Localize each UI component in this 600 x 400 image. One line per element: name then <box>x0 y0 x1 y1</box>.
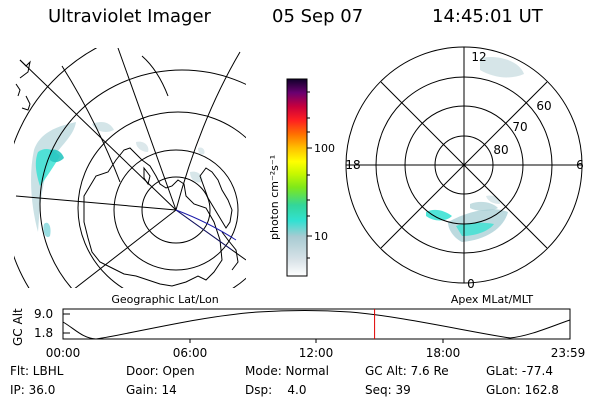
seq-label: Seq: 39 <box>365 383 411 397</box>
altitude-plot-frame <box>62 308 571 340</box>
coastlines <box>15 59 239 287</box>
altitude-xtick-1800: 18:00 <box>426 346 461 360</box>
glon-label: GLon: 162.8 <box>486 383 559 397</box>
gain-label: Gain: 14 <box>126 383 177 397</box>
geographic-map <box>14 48 246 288</box>
altitude-xtick-0600: 06:00 <box>173 346 208 360</box>
mlt-lines <box>346 47 582 283</box>
colorbar-gradient <box>286 78 308 277</box>
colorbar: 100 10 photon cm⁻²s⁻¹ <box>268 78 335 277</box>
aurora-emission-geo <box>31 122 205 238</box>
mlt-label-18: 18 <box>345 158 360 172</box>
metadata-block: Flt: LBHL Door: Open Mode: Normal GC Alt… <box>10 364 559 397</box>
door-label: Door: Open <box>126 364 195 378</box>
latitude-circles <box>14 48 246 288</box>
gc-alt-label: GC Alt: 7.6 Re <box>365 364 449 378</box>
geo-panel-caption: Geographic Lat/Lon <box>111 293 218 306</box>
aurora-emission-mag <box>426 56 524 242</box>
altitude-ytick-high: 9.0 <box>34 307 53 321</box>
mlt-label-0: 0 <box>467 277 475 291</box>
mlat-label-60: 60 <box>536 99 551 113</box>
satellite-track <box>175 209 237 241</box>
mlat-label-80: 80 <box>493 143 508 157</box>
altitude-xtick-1200: 12:00 <box>299 346 334 360</box>
altitude-xtick-2359: 23:59 <box>551 346 586 360</box>
glat-label: GLat: -77.4 <box>486 364 553 378</box>
mlt-label-12: 12 <box>471 50 486 64</box>
colorbar-tick-100: 100 <box>314 142 335 155</box>
mode-label: Mode: Normal <box>245 364 329 378</box>
ip-label: IP: 36.0 <box>10 383 55 397</box>
altitude-xtick-0000: 00:00 <box>46 346 81 360</box>
magnetic-polar-map: 12 18 6 0 60 70 80 <box>345 46 584 291</box>
time-label: 14:45:01 UT <box>432 6 543 27</box>
altitude-plot: 9.0 1.8 GC Alt 00:00 06:00 12:00 18:00 2… <box>11 307 585 360</box>
altitude-ytick-low: 1.8 <box>34 326 53 340</box>
filter-label: Flt: LBHL <box>10 364 64 378</box>
altitude-curve <box>62 310 571 340</box>
altitude-ylabel: GC Alt <box>11 308 25 346</box>
colorbar-unit-label: photon cm⁻²s⁻¹ <box>268 155 281 240</box>
date-label: 05 Sep 07 <box>272 6 364 27</box>
mlt-label-6: 6 <box>576 158 584 172</box>
dsp-label: Dsp: 4.0 <box>245 383 307 397</box>
longitude-lines <box>15 48 246 288</box>
mlat-label-70: 70 <box>512 120 527 134</box>
instrument-title: Ultraviolet Imager <box>48 6 211 27</box>
colorbar-tick-10: 10 <box>314 230 328 243</box>
mag-panel-caption: Apex MLat/MLT <box>451 293 534 306</box>
